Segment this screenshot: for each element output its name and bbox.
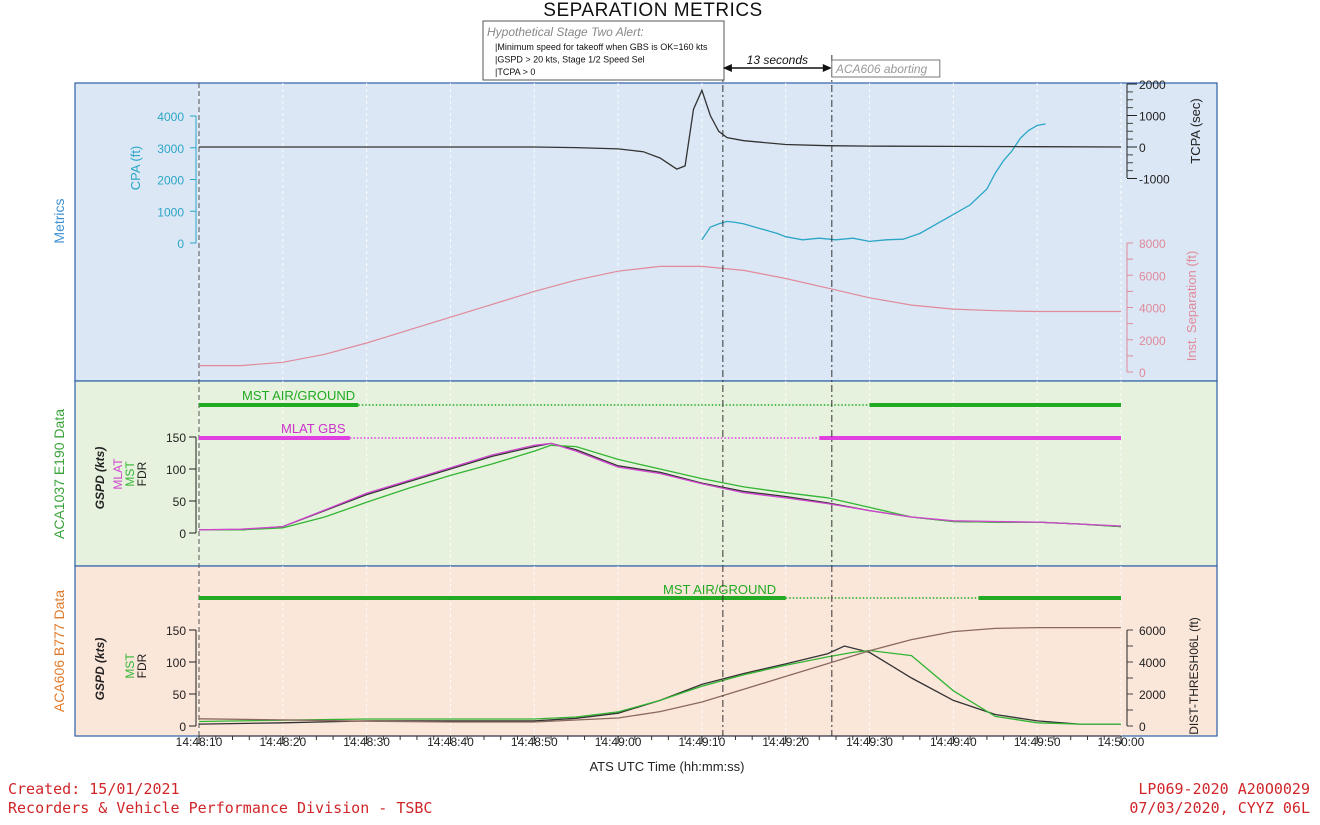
dist-axis-title: DIST-THRESH06L (ft) [1187,617,1201,735]
alert-box-title: Hypothetical Stage Two Alert: [487,25,644,39]
tcpa-line [199,88,1122,170]
x-tick-label: 14:50:00 [1098,735,1145,749]
x-tick-label: 14:48:20 [259,735,306,749]
division-label: Recorders & Vehicle Performance Division… [8,799,433,817]
chart-title: SEPARATION METRICS [543,0,762,21]
x-tick-label: 14:48:10 [176,735,223,749]
cpa-axis-title: CPA (ft) [128,146,143,191]
report-number: LP069-2020 A20O0029 [1138,780,1310,798]
gspd-tick-label: 150 [166,624,186,638]
gspd-line-mst [199,444,1122,531]
abort-label-box [831,59,941,78]
separation-tick-label: 2000 [1139,334,1166,348]
panel-background [74,82,1218,382]
legend-label-mlat: MLAT [111,458,125,490]
legend-label-fdr: FDR [135,461,149,486]
gspd-tick-label: 150 [166,431,186,445]
panel-label-metrics: Metrics [51,198,67,243]
panel-label-aca1037: ACA1037 E190 Data [51,409,67,539]
state-label-mlat-gbs: MLAT GBS [281,421,346,436]
dist-tick-label: 2000 [1139,688,1166,702]
created-date: Created: 15/01/2021 [8,780,180,798]
cpa-tick-label: 2000 [157,174,184,188]
gspd-tick-label: 0 [179,527,186,541]
separation-tick-label: 0 [1139,366,1146,380]
alert-box [482,20,725,81]
state-label-mst-air-ground: MST AIR/GROUND [242,388,355,403]
gspd-axis-title: GSPD (kts) [93,447,107,510]
gspd-tick-label: 100 [166,656,186,670]
panel-label-aca606: ACA606 B777 Data [51,590,67,712]
separation-axis-title: Inst. Separation (ft) [1184,251,1199,362]
tcpa-tick-label: 2000 [1139,78,1166,92]
cpa-tick-label: 0 [177,237,184,251]
x-axis-title: ATS UTC Time (hh:mm:ss) [589,759,744,774]
separation-tick-label: 8000 [1139,237,1166,251]
x-tick-label: 14:49:00 [595,735,642,749]
cpa-tick-label: 4000 [157,110,184,124]
cpa-line [701,123,1046,243]
tcpa-tick-label: 0 [1139,141,1146,155]
x-tick-label: 14:49:30 [846,735,893,749]
legend-label-mst: MST [123,461,137,487]
interval-arrowhead-right [822,64,832,72]
abort-label: ACA606 aborting [835,62,928,76]
separation-tick-label: 4000 [1139,302,1166,316]
event-date-runway: 07/03/2020, CYYZ 06L [1129,799,1310,817]
gspd-tick-label: 50 [173,495,187,509]
legend-label-mst: MST [123,653,137,679]
x-tick-label: 14:49:20 [762,735,809,749]
x-tick-label: 14:48:50 [511,735,558,749]
interval-label: 13 seconds [747,53,808,67]
cpa-tick-label: 1000 [157,205,184,219]
dist-tick-label: 0 [1139,720,1146,734]
dist-tick-label: 6000 [1139,624,1166,638]
gspd-tick-label: 50 [173,688,187,702]
tcpa-tick-label: 1000 [1139,110,1166,124]
tcpa-axis-title: TCPA (sec) [1188,98,1203,164]
gspd-axis-title: GSPD (kts) [93,638,107,701]
inst-separation-line [199,265,1121,367]
state-label-mst-air-ground: MST AIR/GROUND [663,582,776,597]
alert-box-line: |GSPD > 20 kts, Stage 1/2 Speed Sel [495,55,645,65]
x-tick-label: 14:48:30 [343,735,390,749]
b777-line-mst [198,649,1121,725]
separation-tick-label: 6000 [1139,269,1166,283]
alert-box-line: |Minimum speed for takeoff when GBS is O… [495,42,708,52]
panel-background [74,565,1218,737]
panel-background [74,380,1218,567]
x-tick-label: 14:49:40 [930,735,977,749]
cpa-tick-label: 3000 [157,142,184,156]
x-tick-label: 14:49:10 [679,735,726,749]
legend-label-fdr: FDR [135,653,149,678]
tcpa-tick-label: -1000 [1139,173,1170,187]
gspd-line-mlat [198,442,1122,531]
x-tick-label: 14:49:50 [1014,735,1061,749]
b777-line-dist-thresh06l [198,626,1121,723]
interval-arrowhead-left [722,64,732,72]
dist-tick-label: 4000 [1139,656,1166,670]
alert-box-line: |TCPA > 0 [495,67,535,77]
x-tick-label: 14:48:40 [427,735,474,749]
gspd-tick-label: 100 [166,463,186,477]
gspd-tick-label: 0 [179,720,186,734]
